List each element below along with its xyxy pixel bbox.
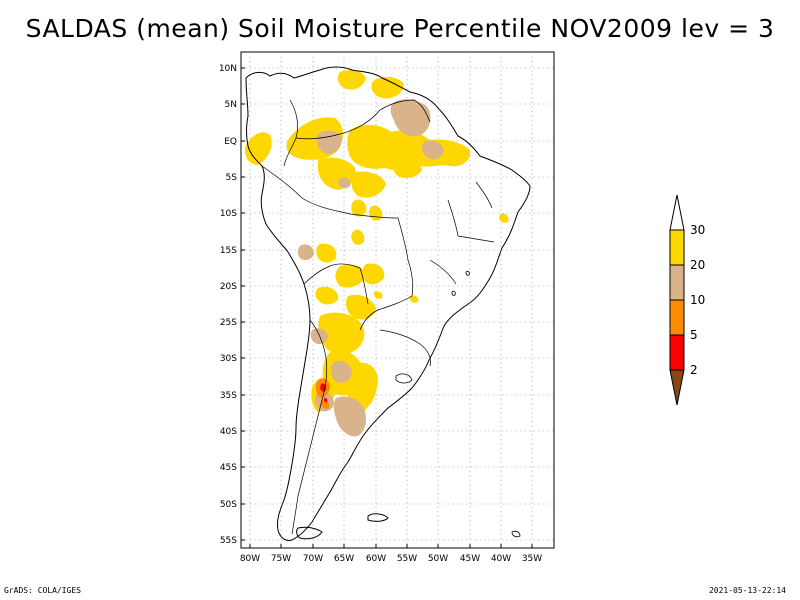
legend-arrow-top bbox=[669, 194, 685, 231]
country-borders bbox=[261, 99, 495, 535]
legend-label-5: 5 bbox=[690, 328, 698, 342]
legend-box-2-5 bbox=[669, 334, 685, 371]
lat-label-10s: 10S bbox=[220, 209, 237, 219]
footer-credit: GrADS: COLA/IGES bbox=[4, 586, 82, 595]
legend-box-20-30 bbox=[669, 229, 685, 266]
lakes bbox=[395, 270, 521, 538]
legend-label-30: 30 bbox=[690, 223, 705, 237]
lat-label-10n: 10N bbox=[219, 64, 237, 74]
lon-labels: 80W 75W 70W 65W 60W 55W 50W 45W 40W 35W bbox=[240, 554, 542, 564]
lat-label-40s: 40S bbox=[220, 427, 237, 437]
lat-label-15s: 15S bbox=[220, 246, 237, 256]
lon-label-75w: 75W bbox=[271, 554, 291, 564]
axis-ticks bbox=[241, 67, 533, 548]
map-title: SALDAS (mean) Soil Moisture Percentile N… bbox=[25, 14, 775, 43]
lon-label-50w: 50W bbox=[428, 554, 448, 564]
legend-label-2: 2 bbox=[690, 363, 698, 377]
lon-label-80w: 80W bbox=[240, 554, 260, 564]
coastline-tierra-del-fuego bbox=[296, 526, 323, 540]
map-grid bbox=[241, 52, 554, 548]
lat-label-25s: 25S bbox=[220, 318, 237, 328]
coastline-falklands bbox=[367, 513, 389, 522]
lat-label-5s: 5S bbox=[226, 173, 238, 183]
lon-label-35w: 35W bbox=[522, 554, 542, 564]
lon-label-40w: 40W bbox=[491, 554, 511, 564]
lat-label-55s: 55S bbox=[220, 536, 237, 546]
legend-box-10-20 bbox=[669, 264, 685, 301]
coastline-south-america bbox=[245, 66, 531, 541]
lat-label-35s: 35S bbox=[220, 391, 237, 401]
lat-label-5n: 5N bbox=[225, 100, 237, 110]
lon-label-55w: 55W bbox=[397, 554, 417, 564]
legend-label-10: 10 bbox=[690, 293, 705, 307]
legend-arrow-bottom bbox=[669, 369, 685, 406]
lat-label-45s: 45S bbox=[220, 463, 237, 473]
legend-label-20: 20 bbox=[690, 258, 705, 272]
lon-label-65w: 65W bbox=[334, 554, 354, 564]
lat-label-20s: 20S bbox=[220, 282, 237, 292]
lat-label-eq: EQ bbox=[224, 137, 237, 147]
color-legend: 30 20 10 5 2 bbox=[669, 194, 705, 406]
percentile-shading bbox=[244, 70, 509, 437]
lon-label-70w: 70W bbox=[303, 554, 323, 564]
lon-label-45w: 45W bbox=[460, 554, 480, 564]
legend-box-5-10 bbox=[669, 299, 685, 336]
footer-timestamp: 2021-05-13-22:14 bbox=[708, 586, 786, 595]
lat-label-50s: 50S bbox=[220, 500, 237, 510]
lat-labels: 10N 5N EQ 5S 10S 15S 20S 25S 30S 35S 40S… bbox=[219, 64, 237, 546]
lat-label-30s: 30S bbox=[220, 354, 237, 364]
shading-10-20 bbox=[297, 99, 444, 437]
lon-label-60w: 60W bbox=[366, 554, 386, 564]
